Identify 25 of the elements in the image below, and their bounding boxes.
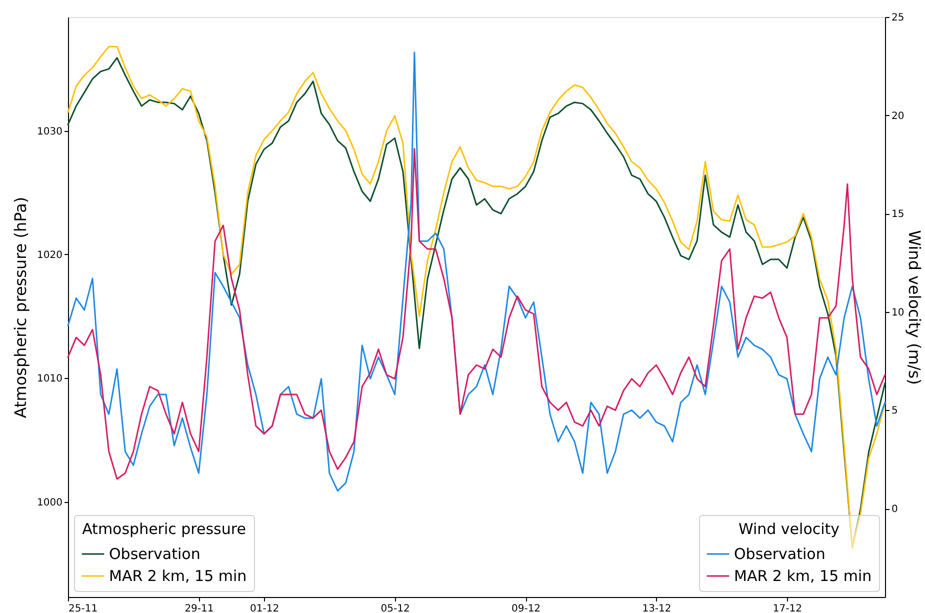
y2-tick-label: 10: [892, 307, 904, 318]
y2-tick-label: 15: [892, 209, 904, 220]
x-tick-label: 17-12: [772, 604, 802, 613]
x-tick-label: 01-12: [250, 604, 280, 613]
y2-tick-label: 0: [892, 504, 898, 516]
y-tick-label: 1010: [37, 374, 62, 385]
y-tick-label: 1030: [37, 126, 62, 138]
y2-tick-label: 5: [892, 406, 898, 417]
x-tick-label: 05-12: [380, 604, 410, 613]
legend-label: MAR 2 km, 15 min: [734, 567, 872, 585]
x-tick-label: 09-12: [511, 604, 541, 613]
legend-label: Observation: [734, 545, 826, 563]
y-axis-title: Atmospheric pressure (hPa): [11, 196, 30, 418]
y2-tick-label: 20: [892, 110, 904, 122]
x-tick-label: 29-11: [184, 604, 214, 613]
x-tick-label: 13-12: [642, 604, 672, 613]
text: Wind velocity: [738, 520, 840, 538]
text: Atmospheric pressure: [82, 520, 246, 538]
x-tick-label: 25-11: [68, 604, 98, 613]
y-tick-label: 1000: [37, 497, 62, 508]
y2-axis-title: Wind velocity (m/s): [905, 230, 924, 385]
legend-label: Observation: [109, 545, 200, 563]
y2-tick-label: 25: [892, 12, 904, 24]
y-tick-label: 1020: [37, 250, 62, 261]
legend-label: MAR 2 km, 15 min: [109, 567, 247, 585]
